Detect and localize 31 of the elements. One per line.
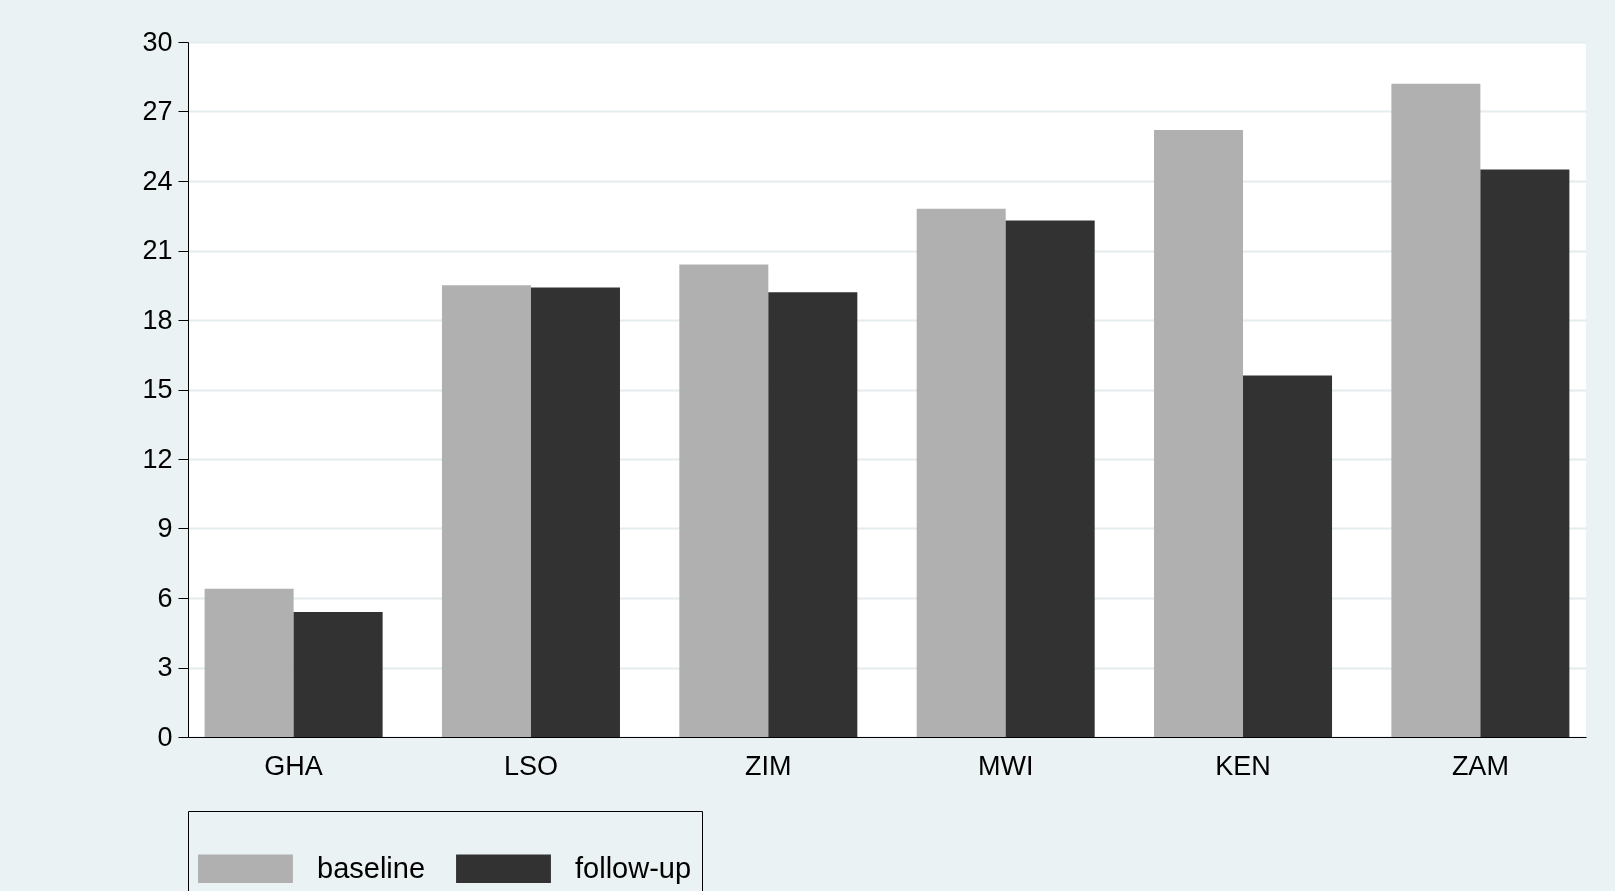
bar (293, 611, 383, 737)
bar (768, 292, 858, 737)
y-tick-label: 9 (157, 513, 173, 543)
y-tick-label: 27 (142, 96, 173, 126)
legend-label: baseline (317, 851, 426, 884)
bar (1154, 130, 1244, 737)
x-tick-label: LSO (503, 750, 558, 781)
bar (916, 208, 1006, 737)
x-tick-label: GHA (264, 750, 323, 781)
y-tick-label: 21 (142, 235, 173, 265)
y-tick-label: 24 (142, 165, 173, 196)
bar (441, 285, 531, 737)
x-tick-label: KEN (1215, 750, 1271, 781)
bar (679, 264, 769, 737)
bar (1243, 375, 1333, 737)
x-tick-label: MWI (977, 750, 1034, 781)
bar (1480, 169, 1570, 737)
x-tick-label: ZAM (1451, 750, 1509, 781)
bar (1391, 83, 1481, 737)
bar (1005, 220, 1095, 737)
legend-label: follow-up (575, 851, 692, 884)
bar (530, 287, 620, 737)
y-tick-label: 12 (142, 443, 173, 474)
x-tick-label: ZIM (745, 750, 792, 781)
y-tick-label: 15 (142, 374, 173, 404)
y-tick-label: 0 (157, 721, 173, 752)
bar (204, 588, 294, 737)
y-tick-label: 30 (142, 26, 173, 57)
y-tick-label: 6 (157, 582, 173, 613)
y-tick-label: 18 (142, 304, 173, 335)
y-tick-label: 3 (157, 652, 173, 682)
